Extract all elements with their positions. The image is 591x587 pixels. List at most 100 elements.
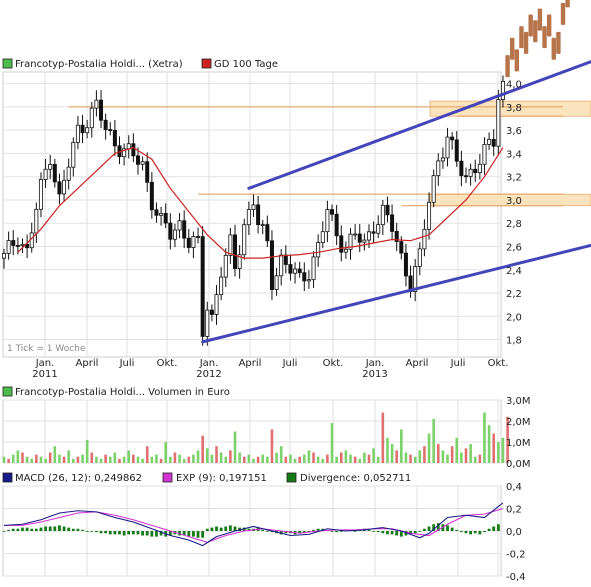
divergence-bar [386, 531, 389, 535]
projection-bar [514, 49, 520, 72]
volume-bar [72, 458, 75, 463]
divergence-bar [104, 531, 108, 534]
candle-body [71, 141, 76, 168]
candle-body [463, 175, 468, 178]
price-y-tick-label: 2,4 [506, 266, 522, 277]
candle-body [279, 254, 284, 277]
candle-body [62, 179, 67, 195]
legend-ma-swatch [201, 58, 212, 69]
candle-body [2, 253, 7, 259]
volume-bar [386, 437, 389, 463]
volume-bar [44, 458, 47, 463]
projection-bar [533, 20, 538, 43]
projection-bar [510, 37, 515, 60]
vol-y-tick-label: 0,0M [506, 459, 531, 470]
divergence-bar [71, 528, 75, 531]
candle-body [283, 254, 288, 265]
macd-lines [3, 502, 504, 547]
candle-body [25, 243, 30, 249]
candle-body [274, 275, 279, 290]
candle-body [232, 234, 237, 269]
divergence-bar [168, 531, 172, 536]
candle-body [159, 213, 164, 216]
divergence-bar [487, 528, 491, 531]
ma-line [17, 146, 504, 259]
candle-body [131, 143, 136, 157]
candle-body [94, 99, 99, 109]
divergence-bar [353, 531, 357, 532]
x-tick-label: Juli [282, 358, 298, 369]
candle-body [427, 201, 432, 230]
volume-bar [363, 452, 366, 463]
volume-bar [159, 458, 163, 463]
candle-body [191, 236, 196, 248]
candle-body [385, 204, 390, 216]
volume-bar [7, 458, 10, 463]
candle-body [413, 266, 418, 292]
volume-bar [395, 450, 398, 463]
volume-bar [303, 454, 306, 463]
horizontal-lines [68, 106, 564, 207]
candle-body [482, 143, 487, 165]
volume-bar [11, 454, 15, 463]
candle-body [366, 231, 371, 241]
candle-body [311, 256, 316, 281]
volume-bar [113, 452, 117, 463]
volume-frame [2, 399, 502, 464]
candle-body [38, 179, 43, 210]
candle-body [228, 234, 233, 256]
divergence-bar [187, 531, 191, 537]
divergence-bar [155, 531, 158, 537]
divergence-bar [473, 531, 477, 534]
projection-bar [556, 31, 561, 54]
volume-bar [238, 452, 241, 463]
candle-body [34, 208, 39, 234]
price-y-tick-label: 4,0 [506, 80, 522, 91]
divergence-bar [2, 531, 6, 532]
volume-bar [289, 454, 292, 463]
divergence-bar [53, 526, 57, 531]
volume-bar [469, 444, 472, 463]
divergence-bar [219, 527, 223, 531]
candle-body [154, 209, 159, 216]
volume-bar [376, 456, 380, 463]
candle-body [440, 157, 445, 162]
divergence-bar [141, 531, 144, 536]
legend-main-label: Francotyp-Postalia Holdi... (Xetra) [15, 59, 183, 70]
price-y-tick-label: 3,2 [506, 173, 522, 184]
candle-body [459, 160, 464, 177]
volume-bar [492, 433, 496, 463]
candle-body [6, 240, 11, 254]
divergence-bar [432, 524, 436, 531]
divergence-bar [483, 531, 486, 533]
legend-vol-swatch [2, 386, 13, 397]
divergence-bar [423, 528, 426, 531]
candle-body [269, 240, 274, 290]
projection-bar [528, 14, 533, 37]
legend-div-label: Divergence: 0,052711 [300, 473, 411, 484]
candle-body [246, 209, 251, 226]
volume-bar [205, 448, 209, 463]
x-tick-label: Okt. [323, 358, 344, 369]
candle-body [149, 181, 154, 211]
volume-bar [372, 448, 375, 463]
price-y-tick-label: 3,6 [506, 126, 522, 137]
projection-bar [551, 37, 556, 60]
volume-bar [483, 412, 486, 463]
x-tick-label: Jan. [365, 358, 385, 369]
candle-body [182, 220, 187, 239]
volume-bar [307, 450, 311, 463]
x-tick-label: Juli [450, 358, 466, 369]
volume-bar [261, 454, 265, 463]
candle-body [450, 136, 455, 141]
volume-bar [270, 429, 274, 463]
divergence-bar [381, 531, 385, 534]
divergence-bar [265, 531, 269, 532]
volume-bar [427, 433, 431, 463]
divergence-bar [145, 531, 149, 536]
candle-body [265, 224, 270, 242]
candle-body [108, 129, 113, 131]
projection-bar [546, 14, 552, 37]
divergence-bar [302, 531, 306, 534]
